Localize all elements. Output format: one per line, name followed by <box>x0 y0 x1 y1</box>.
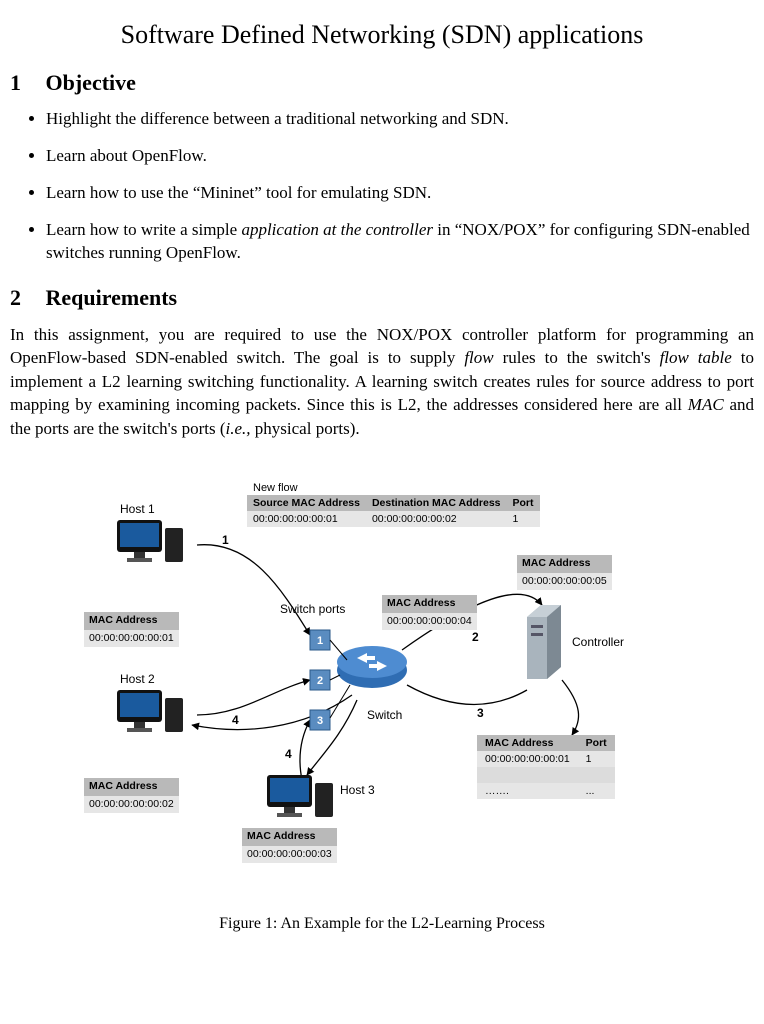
controller-mac-box: MAC Address 00:00:00:00:00:05 <box>517 555 612 590</box>
list-item: Learn about OpenFlow. <box>46 145 754 168</box>
controller-icon <box>527 605 561 679</box>
new-flow-title: New flow <box>247 480 540 495</box>
host2-icon <box>117 690 183 732</box>
figure-caption: Figure 1: An Example for the L2-Learning… <box>10 915 754 933</box>
svg-text:1: 1 <box>317 635 323 647</box>
table-header: Destination MAC Address <box>366 495 507 511</box>
diagram-svg: 1 2 3 <box>72 480 692 880</box>
mac-header: MAC Address <box>84 612 179 630</box>
figure-diagram: 1 2 3 <box>72 480 692 880</box>
svg-text:2: 2 <box>317 675 323 687</box>
host2-label: Host 2 <box>120 672 155 686</box>
mac-header: MAC Address <box>242 828 337 846</box>
mac-value: 00:00:00:00:00:02 <box>84 796 179 814</box>
host3-icon <box>267 775 333 817</box>
para-italic: i.e., <box>226 419 251 438</box>
mac-value: 00:00:00:00:00:01 <box>84 630 179 648</box>
switch-ports-label: Switch ports <box>280 602 345 616</box>
table-cell: 00:00:00:00:00:01 <box>477 751 578 767</box>
controller-label: Controller <box>572 635 624 649</box>
table-cell: 1 <box>507 511 540 527</box>
list-item-italic: application at the controller <box>241 220 433 239</box>
edge-ctrl-table <box>562 680 579 735</box>
learning-table: MAC Address Port 00:00:00:00:00:01 1 …….… <box>477 735 615 799</box>
list-item: Highlight the difference between a tradi… <box>46 108 754 131</box>
section-heading-text: Requirements <box>46 285 178 310</box>
requirements-paragraph: In this assignment, you are required to … <box>10 323 754 440</box>
switch-port-2: 2 <box>310 670 330 690</box>
switch-icon <box>337 646 407 688</box>
table-cell: 00:00:00:00:00:01 <box>247 511 366 527</box>
section-num: 1 <box>10 70 40 96</box>
mac-value: 00:00:00:00:00:05 <box>517 573 612 591</box>
para-italic: flow table <box>660 348 732 367</box>
host3-mac-box: MAC Address 00:00:00:00:00:03 <box>242 828 337 863</box>
mac-value: 00:00:00:00:00:04 <box>382 613 477 631</box>
section-requirements-heading: 2 Requirements <box>10 285 754 311</box>
new-flow-table: New flow Source MAC Address Destination … <box>247 480 540 527</box>
edge-h3-p3 <box>300 720 310 780</box>
section-heading-text: Objective <box>46 70 136 95</box>
mac-header: MAC Address <box>382 595 477 613</box>
edge-label-3: 3 <box>477 706 484 720</box>
edge-h2-p2 <box>197 680 310 715</box>
table-header: Source MAC Address <box>247 495 366 511</box>
svg-text:3: 3 <box>317 715 323 727</box>
table-cell <box>578 767 615 783</box>
table-cell: ……. <box>477 783 578 799</box>
mac-header: MAC Address <box>84 778 179 796</box>
switch-port-1: 1 <box>310 630 330 650</box>
switch-mac-box: MAC Address 00:00:00:00:00:04 <box>382 595 477 630</box>
edge-h1-p1 <box>197 545 310 635</box>
host1-label: Host 1 <box>120 502 155 516</box>
edge-label-4b: 4 <box>285 747 292 761</box>
table-header: Port <box>507 495 540 511</box>
list-item-prefix: Learn how to write a simple <box>46 220 241 239</box>
edge-label-1: 1 <box>222 533 229 547</box>
page-title: Software Defined Networking (SDN) applic… <box>10 20 754 50</box>
table-cell <box>477 767 578 783</box>
table-header: MAC Address <box>477 735 578 751</box>
para-text: physical ports). <box>251 419 360 438</box>
para-italic: MAC <box>688 395 724 414</box>
para-text: rules to the switch's <box>494 348 660 367</box>
edge-label-4a: 4 <box>232 713 239 727</box>
list-item: Learn how to use the “Mininet” tool for … <box>46 182 754 205</box>
switch-port-3: 3 <box>310 710 330 730</box>
mac-value: 00:00:00:00:00:03 <box>242 846 337 864</box>
host1-icon <box>117 520 183 562</box>
host3-label: Host 3 <box>340 783 375 797</box>
edge-sw-ctrl-low <box>407 685 527 704</box>
table-header: Port <box>578 735 615 751</box>
objective-list: Highlight the difference between a tradi… <box>46 108 754 265</box>
host1-mac-box: MAC Address 00:00:00:00:00:01 <box>84 612 179 647</box>
table-cell: ... <box>578 783 615 799</box>
section-objective-heading: 1 Objective <box>10 70 754 96</box>
switch-label: Switch <box>367 708 402 722</box>
edge-label-2: 2 <box>472 630 479 644</box>
section-num: 2 <box>10 285 40 311</box>
host2-mac-box: MAC Address 00:00:00:00:00:02 <box>84 778 179 813</box>
mac-header: MAC Address <box>517 555 612 573</box>
para-italic: flow <box>464 348 493 367</box>
list-item: Learn how to write a simple application … <box>46 219 754 265</box>
table-cell: 00:00:00:00:00:02 <box>366 511 507 527</box>
table-cell: 1 <box>578 751 615 767</box>
